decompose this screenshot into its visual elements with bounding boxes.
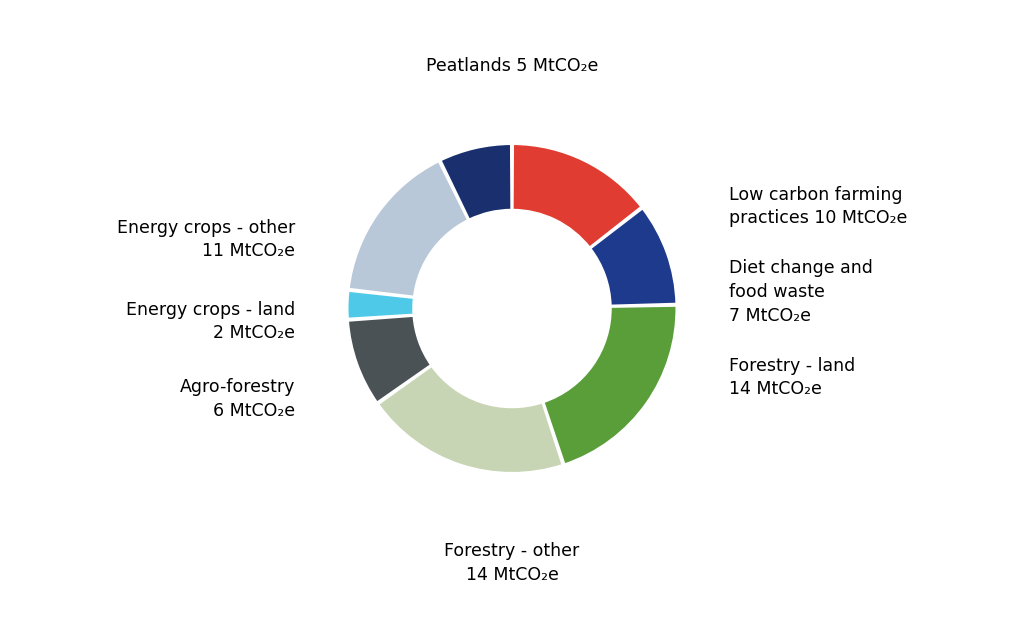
Wedge shape [348,316,431,402]
Wedge shape [349,161,468,297]
Text: Forestry - other
14 MtCO₂e: Forestry - other 14 MtCO₂e [444,542,580,584]
Wedge shape [378,366,562,473]
Text: Energy crops - land
2 MtCO₂e: Energy crops - land 2 MtCO₂e [126,301,295,342]
Wedge shape [544,306,677,465]
Wedge shape [347,291,414,319]
Text: Peatlands 5 MtCO₂e: Peatlands 5 MtCO₂e [426,57,598,75]
Text: Agro-forestry
6 MtCO₂e: Agro-forestry 6 MtCO₂e [179,378,295,420]
Wedge shape [440,144,511,220]
Wedge shape [590,209,677,305]
Wedge shape [513,144,641,247]
Text: Diet change and
food waste
7 MtCO₂e: Diet change and food waste 7 MtCO₂e [729,260,873,325]
Text: Energy crops - other
11 MtCO₂e: Energy crops - other 11 MtCO₂e [117,218,295,260]
Text: Forestry - land
14 MtCO₂e: Forestry - land 14 MtCO₂e [729,357,855,399]
Text: Low carbon farming
practices 10 MtCO₂e: Low carbon farming practices 10 MtCO₂e [729,186,907,227]
